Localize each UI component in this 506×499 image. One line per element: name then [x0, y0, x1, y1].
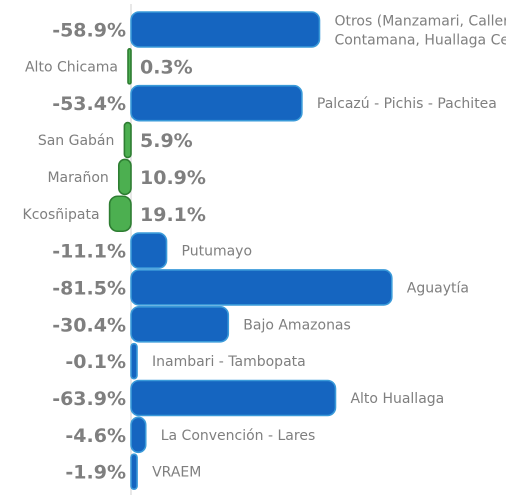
value-label-1: 0.3% — [140, 56, 193, 78]
category-label-6: Putumayo — [182, 244, 253, 260]
bar-6 — [130, 232, 168, 269]
category-label-line: Otros (Manzamari, Callería Masisea, — [334, 14, 506, 30]
chart-marks: -58.9% Otros (Manzamari, Callería Masisea… — [23, 11, 506, 491]
category-label-11: La Convención - Lares — [161, 428, 316, 444]
bar-12 — [130, 453, 138, 491]
value-label-10: -63.9% — [52, 388, 126, 410]
category-label-0: Otros (Manzamari, Callería Masisea, Conta… — [334, 14, 506, 49]
value-label-7: -81.5% — [52, 277, 126, 299]
category-label-3: San Gabán — [38, 133, 115, 149]
category-label-7: Aguaytía — [407, 280, 469, 296]
bar-5 — [108, 195, 132, 233]
category-label-2: Palcazú - Pichis - Pachitea — [317, 96, 497, 112]
bar-11 — [130, 416, 147, 454]
category-label-5: Kcosñipata — [23, 207, 100, 223]
value-label-2: -53.4% — [52, 93, 126, 115]
bar-4 — [117, 158, 132, 196]
bar-2 — [130, 84, 303, 122]
category-label-12: VRAEM — [152, 465, 201, 481]
value-label-12: -1.9% — [65, 462, 126, 484]
value-label-9: -0.1% — [65, 351, 126, 373]
bar-3 — [123, 121, 132, 159]
value-label-4: 10.9% — [140, 167, 206, 189]
bar-7 — [130, 269, 393, 306]
bar-9 — [130, 342, 138, 380]
value-label-5: 19.1% — [140, 204, 206, 226]
value-label-3: 5.9% — [140, 130, 193, 152]
value-label-0: -58.9% — [52, 20, 126, 42]
value-label-6: -11.1% — [52, 241, 126, 263]
value-label-11: -4.6% — [65, 425, 126, 447]
category-label-line: Contamana, Huallaga Central) — [334, 33, 506, 49]
category-label-1: Alto Chicama — [25, 59, 118, 75]
category-label-4: Marañon — [47, 170, 108, 186]
category-label-8: Bajo Amazonas — [243, 317, 351, 333]
category-label-9: Inambari - Tambopata — [152, 354, 306, 370]
bar-10 — [130, 379, 337, 417]
bar-1 — [127, 48, 132, 85]
category-label-10: Alto Huallaga — [350, 391, 444, 407]
bar-0 — [130, 11, 321, 48]
value-label-8: -30.4% — [52, 314, 126, 336]
bar-8 — [130, 305, 230, 343]
